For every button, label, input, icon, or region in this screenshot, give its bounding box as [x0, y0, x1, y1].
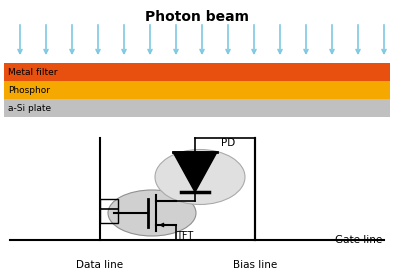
Text: PD: PD [221, 138, 235, 148]
Polygon shape [173, 152, 217, 192]
Text: Photon beam: Photon beam [145, 10, 249, 24]
Text: TFT: TFT [176, 231, 193, 241]
Text: Gate line: Gate line [335, 235, 382, 245]
Text: Bias line: Bias line [233, 260, 277, 270]
Bar [4, 81, 390, 99]
Bar [4, 99, 390, 117]
Text: Metal filter: Metal filter [8, 68, 58, 76]
Bar [4, 63, 390, 81]
Ellipse shape [155, 150, 245, 205]
Text: a-Si plate: a-Si plate [8, 103, 51, 113]
Ellipse shape [108, 190, 196, 236]
Text: Phosphor: Phosphor [8, 86, 50, 95]
Bar [100, 199, 118, 223]
Text: Data line: Data line [76, 260, 124, 270]
